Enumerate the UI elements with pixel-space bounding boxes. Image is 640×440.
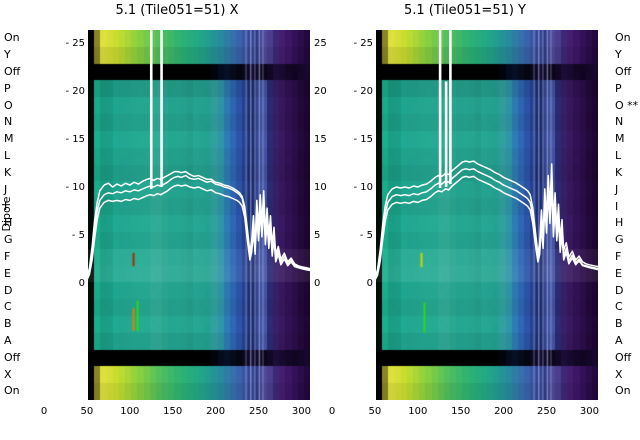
y-tick-label: - 20 xyxy=(353,85,373,97)
panel-x: - 25- 20- 15- 10- 5 0 25 20 15 10 5 0 0 50 100 150 2… xyxy=(41,30,327,417)
y-tick-label-right: 15 xyxy=(314,133,327,145)
dipole-row-label: On xyxy=(615,384,631,398)
y-tick-label: 0 xyxy=(78,277,85,289)
x-tick-label: 200 xyxy=(206,406,226,417)
dipole-row-label: I xyxy=(615,199,619,213)
x-tick-label: 300 xyxy=(291,406,311,417)
dipole-row-label: H xyxy=(4,216,13,230)
dipole-row-label: A xyxy=(4,334,12,348)
dipole-labels-left: On Y Off P O N M L K J I H G F E D C B A Off X On xyxy=(4,30,32,400)
dipole-row-label: N xyxy=(615,115,624,129)
x-tick-label: 0 xyxy=(40,406,48,417)
dipole-row-label: E xyxy=(4,266,11,280)
dipole-row-label: Off xyxy=(4,65,21,79)
dipole-labels-right: On Y Off P O ** N M L K J I H G F E D C B A Off X On xyxy=(615,30,640,400)
y-tick-label: - 25 xyxy=(65,37,85,49)
line-overlay xyxy=(44,30,310,283)
y-tick-label-right: 5 xyxy=(314,229,321,241)
dipole-row-label: I xyxy=(4,199,8,213)
dipole-row-label: P xyxy=(4,81,11,95)
dipole-row-label: Off xyxy=(615,350,632,364)
y-tick-label-right: 0 xyxy=(314,277,321,289)
dipole-row-label: M xyxy=(4,132,14,146)
y-tick-label: - 15 xyxy=(353,133,373,145)
panel-y: - 25 - 20 - 15 - 10 - 5 0 0 50 100 150 200 250 300 xyxy=(329,30,599,417)
x-tick-label: 300 xyxy=(579,406,599,417)
dipole-row-label: On xyxy=(615,31,631,45)
x-tick-label: 200 xyxy=(494,406,514,417)
x-tick-label: 50 xyxy=(80,406,94,417)
dipole-row-label: C xyxy=(4,300,12,314)
x-tick-label: 50 xyxy=(368,406,382,417)
dipole-row-label: L xyxy=(4,149,11,163)
dipole-row-label: B xyxy=(4,317,12,331)
dipole-row-label: H xyxy=(615,216,624,230)
dipole-row-label: G xyxy=(4,233,13,247)
dipole-row-label: L xyxy=(615,149,622,163)
dipole-row-label: J xyxy=(615,182,619,196)
y-tick-label: - 5 xyxy=(71,229,85,241)
y-tick-label: - 15 xyxy=(65,133,85,145)
line-trace xyxy=(332,160,598,283)
y-tick-label-right: 10 xyxy=(314,181,327,193)
dipole-row-label: K xyxy=(615,165,623,179)
dipole-row-label: Off xyxy=(4,350,21,364)
dipole-row-label: G xyxy=(615,233,624,247)
dipole-row-label: On xyxy=(4,31,20,45)
dipole-row-label: D xyxy=(4,283,13,297)
y-tick-label: 0 xyxy=(366,277,373,289)
line-trace xyxy=(332,175,598,283)
dipole-row-label: F xyxy=(4,249,11,263)
dipole-row-label: E xyxy=(615,266,622,280)
dipole-row-label: O xyxy=(4,98,13,112)
panel-title-x: 5.1 (Tile051=51) X xyxy=(115,3,239,18)
y-tick-label-right: 20 xyxy=(314,85,327,97)
dipole-row-label: X xyxy=(615,367,623,381)
y-tick-label: - 10 xyxy=(65,181,85,193)
x-tick-label: 100 xyxy=(120,406,140,417)
dipole-row-label: C xyxy=(615,300,623,314)
y-tick-label-right: 25 xyxy=(314,37,327,49)
dipole-row-label: M xyxy=(615,132,625,146)
x-tick-label: 0 xyxy=(328,406,336,417)
panel-title-y: 5.1 (Tile051=51) Y xyxy=(403,3,527,18)
dipole-row-label: A xyxy=(615,334,623,348)
dipole-row-label: O ** xyxy=(615,98,639,112)
line-trace xyxy=(44,170,310,283)
dipole-row-label: N xyxy=(4,115,13,129)
dipole-row-label: P xyxy=(615,81,622,95)
line-trace xyxy=(44,184,310,283)
dipole-row-label: X xyxy=(4,367,12,381)
dipole-row-label: On xyxy=(4,384,20,398)
y-tick-label: - 25 xyxy=(353,37,373,49)
line-overlay xyxy=(332,30,598,283)
x-tick-label: 250 xyxy=(536,406,557,417)
dipole-row-label: D xyxy=(615,283,624,297)
dipole-row-label: Off xyxy=(615,65,632,79)
heatmap-canvas xyxy=(88,30,310,400)
dipole-row-label: Y xyxy=(615,48,622,62)
dipole-row-label: Y xyxy=(4,48,11,62)
x-tick-label: 150 xyxy=(163,406,183,417)
dipole-row-label: B xyxy=(615,317,623,331)
dipole-row-label: F xyxy=(615,249,622,263)
dipole-row-label: J xyxy=(4,182,8,196)
x-tick-label: 150 xyxy=(451,406,471,417)
x-tick-label: 250 xyxy=(248,406,269,417)
dipole-row-label: K xyxy=(4,165,12,179)
y-tick-label: - 10 xyxy=(353,181,373,193)
y-tick-label: - 5 xyxy=(359,229,373,241)
heatmap-canvas xyxy=(376,30,598,400)
x-tick-label: 100 xyxy=(408,406,428,417)
y-tick-label: - 20 xyxy=(65,85,85,97)
